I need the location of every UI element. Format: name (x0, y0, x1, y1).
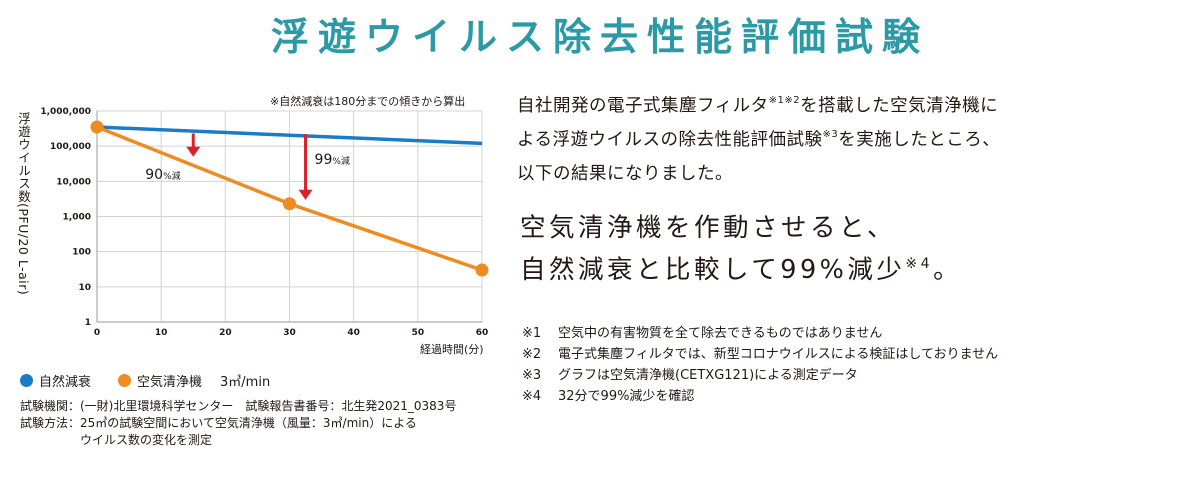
page-title: 浮遊ウイルス除去性能評価試験 (270, 15, 929, 59)
test-lab: 試験機関：(一財)北里環境科学センター 試験報告書番号：北生発2021_0383… (20, 399, 457, 413)
reduction-label: 99%減 (315, 152, 350, 168)
headline-line-2: 自然減衰と比較して99%減少※4。 (520, 255, 963, 285)
y-axis-label: 浮遊ウイルス数(PFU/20 L-air) (16, 112, 31, 296)
x-axis-label: 経過時間(分) (420, 343, 484, 356)
legend-purifier: 空気清浄機 3㎥/min (118, 371, 270, 390)
legend-dot-blue-icon (20, 374, 33, 387)
y-tick-label: 10 (78, 283, 91, 293)
headline-line-1: 空気清浄機を作動させると、 (520, 213, 896, 243)
reduction-unit: %減 (332, 155, 350, 167)
reduction-label: 90%減 (145, 167, 180, 183)
footnote: ※2 電子式集塵フィルタでは、新型コロナウイルスによる検証はしておりません (522, 347, 999, 362)
x-tick-label: 0 (94, 328, 100, 338)
data-point (90, 120, 104, 134)
legend-dot-orange-icon (118, 374, 131, 387)
x-tick-label: 40 (347, 328, 360, 338)
data-point (283, 197, 296, 211)
x-tick-label: 20 (219, 328, 232, 338)
reduction-unit: %減 (163, 170, 181, 182)
y-tick-label: 1 (85, 318, 91, 328)
y-tick-label: 100 (72, 248, 91, 258)
footnote: ※4 32分で99%減少を確認 (522, 389, 695, 404)
chart-note: ※自然減衰は180分までの傾きから算出 (270, 95, 466, 108)
arrow-head-icon (186, 146, 201, 157)
x-tick-label: 10 (155, 328, 168, 338)
y-tick-label: 100,000 (50, 142, 91, 152)
y-tick-label: 10,000 (56, 177, 91, 187)
footnote: ※1 空気中の有害物質を全て除去できるものではありません (522, 326, 883, 341)
arrow-head-icon (298, 189, 313, 200)
reduction-value: 99 (315, 152, 333, 168)
series-line-natural (96, 125, 483, 146)
test-method: 試験方法：25㎥の試験空間において空気清浄機（風量：3㎥/min）による (20, 416, 417, 430)
x-tick-label: 60 (476, 328, 489, 338)
legend-label: 空気清浄機 (137, 375, 203, 390)
intro-line-1: 自社開発の電子式集塵フィルタ※1※2を搭載した空気清浄機に (517, 95, 999, 116)
intro-line-2: よる浮遊ウイルスの除去性能評価試験※3を実施したところ、 (517, 129, 1001, 150)
reduction-value: 90 (145, 167, 163, 183)
test-method-cont: ウイルス数の変化を測定 (20, 433, 213, 447)
x-tick-label: 30 (283, 328, 296, 338)
legend-natural: 自然減衰 (20, 371, 91, 390)
y-tick-label: 1,000,000 (40, 107, 91, 117)
y-tick-label: 1,000 (63, 213, 91, 223)
virus-chart: 0 10 20 30 40 50 60 1 10 100 1,000 10,000 100,000 1,0… (40, 107, 489, 338)
legend-airflow: 3㎥/min (220, 375, 271, 390)
intro-line-3: 以下の結果になりました。 (517, 164, 733, 184)
footnote: ※3 グラフは空気清浄機(CETXG121)による測定データ (522, 368, 858, 383)
x-tick-label: 50 (412, 328, 425, 338)
data-point (475, 263, 489, 277)
legend-label: 自然減衰 (39, 375, 92, 390)
